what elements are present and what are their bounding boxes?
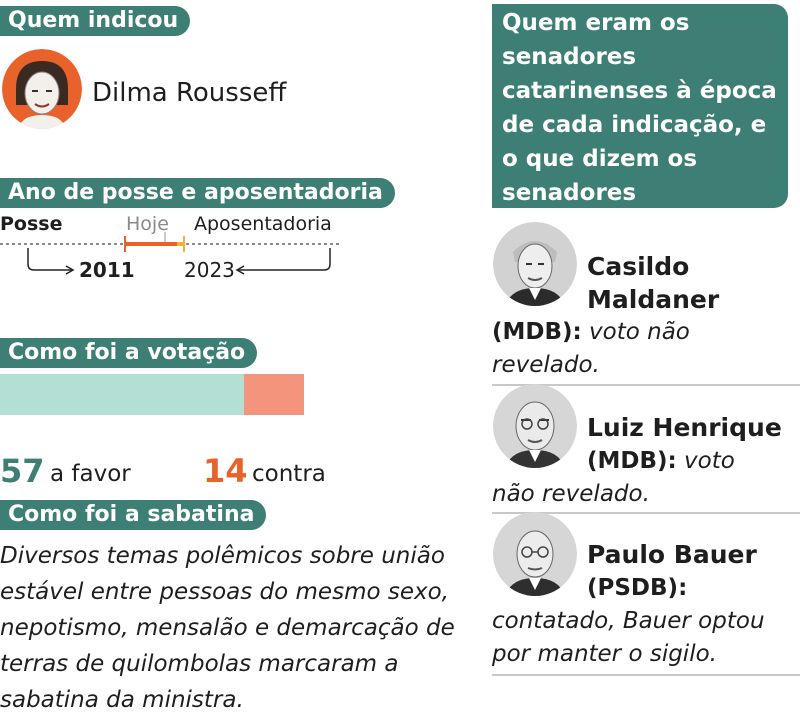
sabatina-header: Como foi a sabatina <box>0 500 267 530</box>
favor-label: a favor <box>50 461 131 487</box>
senator-2-statement: voto não revelado. <box>492 448 735 507</box>
senadores-header: Quem eram os senadores catarinenses à ép… <box>502 10 777 206</box>
senator-3-statement: contatado, Bauer optou por manter o sigi… <box>492 608 765 667</box>
dilma-portrait-icon <box>2 49 82 129</box>
timeline-graphic <box>0 232 340 275</box>
senator-2-name: Luiz Henrique <box>587 413 782 442</box>
aposentadoria-label: Aposentadoria <box>194 213 332 235</box>
posse-header: Ano de posse e aposentadoria <box>0 178 395 208</box>
senadores-header-box: Quem eram os senadores catarinenses à ép… <box>492 4 788 208</box>
posse-label: Posse <box>0 213 63 235</box>
senator-1-name: Casildo Maldaner <box>587 252 720 314</box>
senator-2-text: (MDB): voto não revelado. <box>492 445 742 511</box>
casildo-portrait-icon <box>493 222 577 306</box>
indicou-name: Dilma Rousseff <box>92 78 287 108</box>
divider-2 <box>492 512 800 514</box>
quem-indicou-header: Quem indicou <box>0 6 191 36</box>
senator-3-party: (PSDB): <box>587 575 688 601</box>
vote-bar-favor <box>0 374 245 415</box>
luiz-henrique-portrait-icon <box>493 384 577 468</box>
divider-3 <box>492 674 800 676</box>
senator-1-party: (MDB): <box>492 319 582 345</box>
contra-count: 14 <box>203 452 248 490</box>
senator-1-text: (MDB): voto não revelado. <box>492 316 792 382</box>
favor-count: 57 <box>0 452 45 490</box>
senator-2-party: (MDB): <box>587 448 677 474</box>
senator-3-name: Paulo Bauer <box>587 540 757 569</box>
senator-3-text: (PSDB): contatado, Bauer optou por mante… <box>492 572 777 671</box>
vote-bar-contra <box>244 374 304 415</box>
vote-bar <box>0 374 304 415</box>
paulo-bauer-portrait-icon <box>493 512 577 596</box>
hoje-label: Hoje <box>126 213 169 235</box>
sabatina-text: Diversos temas polêmicos sobre união est… <box>0 543 455 713</box>
contra-label: contra <box>252 461 326 487</box>
posse-year: 2011 <box>79 258 135 282</box>
divider-1 <box>492 384 800 386</box>
senator-1-statement: voto não revelado. <box>492 319 690 378</box>
aposentadoria-year: 2023 <box>184 258 235 282</box>
votacao-header: Como foi a votação <box>0 338 258 368</box>
